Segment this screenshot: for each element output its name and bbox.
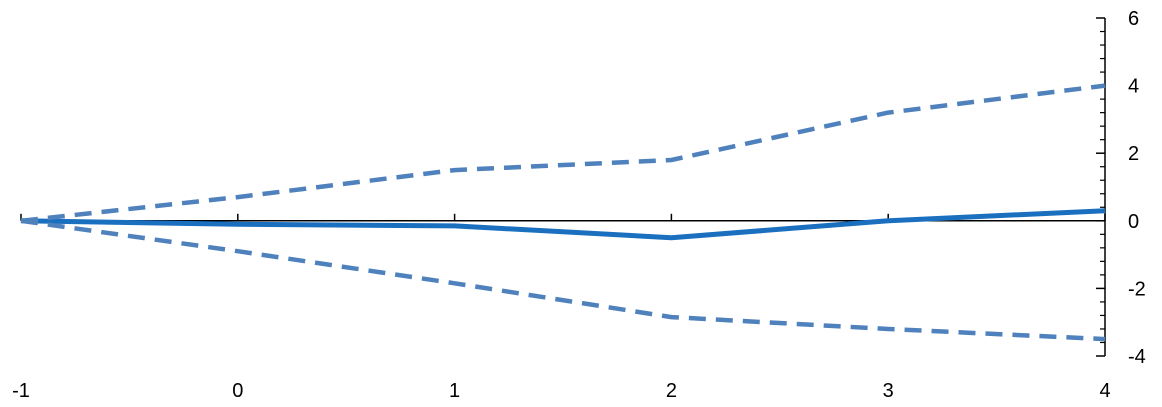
series-line-1 [20, 208, 1106, 241]
y-tick-label: 6 [1128, 8, 1139, 30]
x-tick-label: 0 [232, 380, 243, 402]
y-tick-label: 4 [1128, 76, 1139, 98]
x-tick-label: 3 [883, 380, 894, 402]
x-tick-label: 2 [666, 380, 677, 402]
x-tick-label: -1 [12, 380, 30, 402]
series-line-2 [20, 83, 1106, 224]
y-tick-label: 0 [1128, 211, 1139, 233]
y-tick-label: 2 [1128, 143, 1139, 165]
x-axis: -1 0 1 2 3 4 [12, 213, 1111, 402]
series-group [20, 83, 1106, 342]
x-tick-label: 1 [449, 380, 460, 402]
x-tick-label: 4 [1099, 380, 1110, 402]
series-line-3 [20, 218, 1106, 342]
y-tick-label: -2 [1128, 278, 1146, 300]
y-axis: -4 -2 0 2 4 6 [1096, 8, 1146, 368]
y-tick-label: -4 [1128, 346, 1146, 368]
